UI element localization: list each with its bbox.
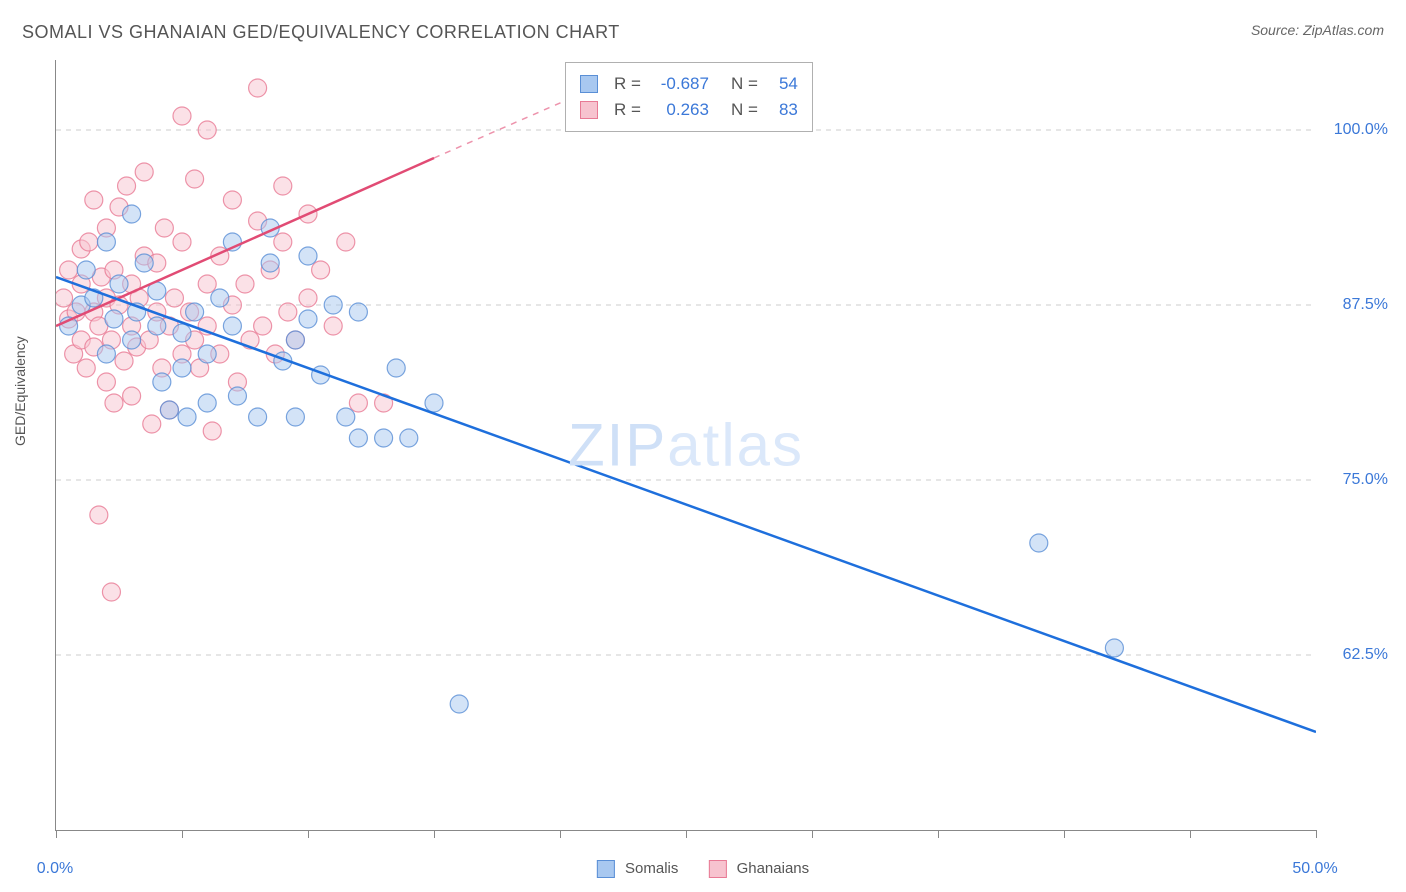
legend-swatch-1 [597, 860, 615, 878]
x-tick [434, 830, 435, 838]
source-attribution: Source: ZipAtlas.com [1251, 22, 1384, 38]
x-tick [56, 830, 57, 838]
r-label-2: R = [614, 100, 641, 120]
y-axis-title: GED/Equivalency [12, 336, 28, 446]
corr-row-1: R = -0.687 N = 54 [580, 71, 798, 97]
x-tick [686, 830, 687, 838]
x-tick [182, 830, 183, 838]
r-value-2: 0.263 [651, 100, 709, 120]
x-tick [1190, 830, 1191, 838]
x-tick [560, 830, 561, 838]
n-label-1: N = [731, 74, 758, 94]
x-tick [1316, 830, 1317, 838]
legend-label-1: Somalis [625, 860, 678, 877]
correlation-box: R = -0.687 N = 54 R = 0.263 N = 83 [565, 62, 813, 132]
corr-row-2: R = 0.263 N = 83 [580, 97, 798, 123]
r-value-1: -0.687 [651, 74, 709, 94]
x-tick [308, 830, 309, 838]
n-value-2: 83 [768, 100, 798, 120]
legend-item-1: Somalis [597, 860, 679, 878]
legend-label-2: Ghanaians [737, 860, 810, 877]
scatter-svg [56, 60, 1316, 830]
x-tick [1064, 830, 1065, 838]
legend-item-2: Ghanaians [708, 860, 809, 878]
n-value-1: 54 [768, 74, 798, 94]
corr-swatch-2 [580, 101, 598, 119]
legend-bottom: Somalis Ghanaians [597, 860, 809, 878]
x-tick-label: 0.0% [37, 860, 73, 878]
y-tick-label: 62.5% [1343, 646, 1388, 664]
y-tick-label: 100.0% [1334, 121, 1388, 139]
chart-title: SOMALI VS GHANAIAN GED/EQUIVALENCY CORRE… [22, 22, 620, 43]
x-tick [938, 830, 939, 838]
legend-swatch-2 [708, 860, 726, 878]
x-tick-label: 50.0% [1292, 860, 1337, 878]
y-tick-label: 75.0% [1343, 471, 1388, 489]
y-tick-label: 87.5% [1343, 296, 1388, 314]
plot-area: ZIPatlas [55, 60, 1316, 831]
x-tick [812, 830, 813, 838]
n-label-2: N = [731, 100, 758, 120]
corr-swatch-1 [580, 75, 598, 93]
r-label-1: R = [614, 74, 641, 94]
